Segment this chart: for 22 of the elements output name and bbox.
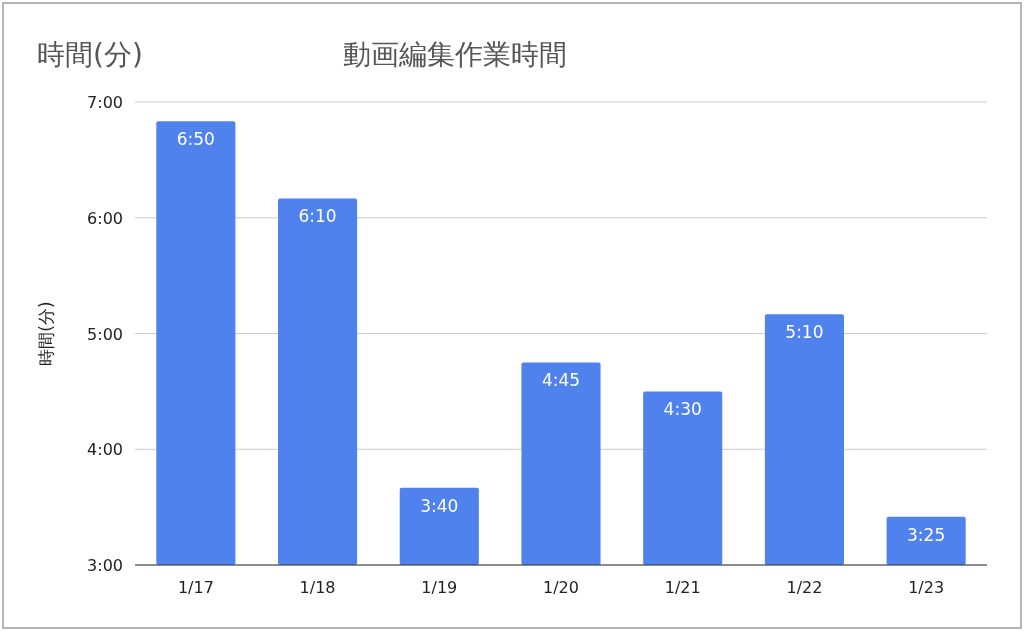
data-label: 5:10 xyxy=(785,322,824,343)
x-tick-label: 1/22 xyxy=(786,578,823,597)
data-label: 6:10 xyxy=(298,206,337,227)
y-axis-title: 時間(分) xyxy=(36,301,56,366)
x-tick-label: 1/18 xyxy=(299,578,336,597)
data-label: 4:45 xyxy=(541,370,581,391)
y-tick-label: 7:00 xyxy=(87,93,123,112)
x-tick-label: 1/23 xyxy=(908,578,945,597)
data-label: 3:25 xyxy=(907,524,946,545)
x-tick-label: 1/19 xyxy=(421,578,458,597)
data-label: 3:40 xyxy=(420,495,459,516)
x-tick-label: 1/21 xyxy=(664,578,701,597)
y-tick-label: 6:00 xyxy=(87,208,123,228)
data-label: 4:30 xyxy=(663,399,702,420)
chart-title: 動画編集作業時間 xyxy=(343,38,567,71)
data-label: 6:50 xyxy=(176,129,215,150)
y-tick-label: 5:00 xyxy=(87,324,123,344)
y-tick-label: 4:00 xyxy=(87,440,123,460)
x-tick-label: 1/17 xyxy=(177,578,214,597)
text: 時間(分) xyxy=(37,38,143,71)
y-tick-label: 3:00 xyxy=(87,556,123,575)
x-tick-label: 1/20 xyxy=(543,578,579,597)
